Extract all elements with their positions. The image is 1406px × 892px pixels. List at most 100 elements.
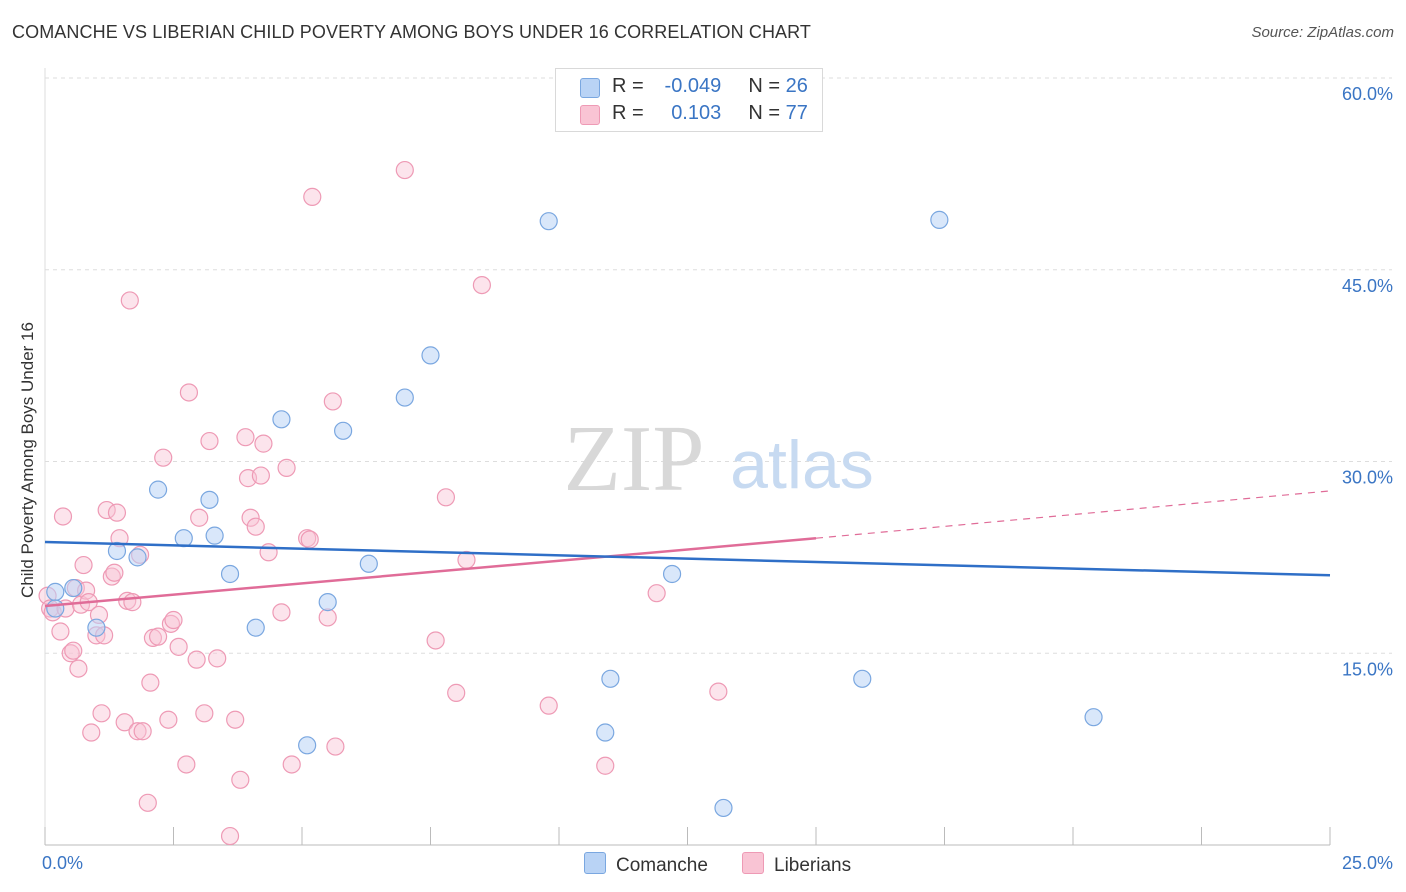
watermark-atlas: atlas (730, 427, 874, 503)
liberians-point (220, 826, 240, 846)
liberians-point (226, 710, 245, 729)
comanche-point (421, 346, 440, 365)
liberians-point (190, 508, 209, 527)
bottom-legend-liberians: Liberians (742, 852, 851, 877)
liberians-point (133, 722, 152, 741)
legend-n-label: N = (748, 75, 781, 97)
liberians-point (303, 187, 322, 206)
liberians-point (472, 275, 491, 295)
comanche-point (220, 564, 240, 584)
liberians-point (141, 673, 160, 692)
source-label: Source: ZipAtlas.com (1251, 24, 1394, 41)
liberians-point (51, 622, 70, 641)
liberians-point (300, 530, 319, 549)
liberians-point (426, 631, 445, 650)
liberians-point (107, 503, 127, 522)
comanche-point (107, 541, 127, 561)
liberians-swatch (580, 105, 600, 125)
comanche-point (174, 529, 193, 548)
legend-r-label: R = (612, 75, 644, 97)
comanche-point (662, 564, 682, 584)
comanche-point (853, 669, 872, 688)
liberians-point (208, 649, 227, 668)
liberians-point (169, 637, 188, 656)
bottom-legend-label: Liberians (774, 855, 852, 876)
comanche-point (359, 554, 378, 573)
liberians-point (254, 434, 273, 453)
comanche-point (46, 582, 65, 601)
comanche-point (601, 669, 620, 688)
y-tick-label: 15.0% (1342, 659, 1393, 679)
liberians-point (179, 383, 199, 402)
liberians-point (277, 458, 296, 477)
bottom-legend-label: Comanche (616, 855, 708, 876)
liberians-swatch (742, 852, 764, 874)
comanche-point (395, 388, 414, 407)
comanche-point (596, 723, 615, 742)
comanche-point (246, 618, 265, 637)
liberians-point (53, 507, 73, 526)
legend-n-value: 77 (785, 102, 808, 124)
watermark: ZIP atlas (564, 407, 874, 511)
liberians-point (326, 737, 345, 756)
liberians-point (82, 723, 101, 742)
axes (44, 68, 1331, 846)
liberians-point (251, 466, 270, 485)
liberians-point (177, 755, 196, 774)
comanche-points (46, 210, 1103, 818)
liberians-point (236, 428, 255, 447)
liberians-point (246, 517, 265, 536)
legend-r-label: R = (612, 102, 644, 124)
liberians-point (539, 696, 558, 715)
liberians-point (318, 608, 337, 627)
liberians-point (395, 160, 414, 180)
liberians-point (120, 291, 139, 310)
liberians-point (195, 704, 214, 723)
comanche-point (272, 410, 291, 429)
liberians-point (69, 659, 88, 678)
comanche-point (334, 421, 353, 440)
liberians-point (436, 488, 456, 507)
liberians-point (154, 448, 173, 467)
liberians-point (647, 584, 666, 603)
liberians-point (231, 770, 250, 789)
comanche-point (200, 490, 219, 509)
comanche-swatch (584, 852, 606, 874)
x-tick-label: 25.0% (1342, 853, 1393, 873)
liberians-point (148, 627, 168, 646)
liberians-point (447, 683, 466, 702)
y-tick-label: 45.0% (1342, 276, 1393, 296)
tick-labels: 15.0% 30.0% 45.0% 60.0% 0.0% 25.0% (42, 84, 1393, 873)
comanche-point (298, 736, 317, 755)
trend-lines (44, 490, 1331, 608)
comanche-point (205, 526, 224, 545)
liberians-point (259, 543, 278, 562)
liberians-trend-extension (815, 490, 1331, 539)
comanche-point (1084, 708, 1103, 727)
liberians-point (105, 563, 124, 582)
liberians-point (323, 392, 342, 411)
comanche-point (128, 548, 147, 567)
liberians-point (159, 710, 178, 729)
comanche-swatch (580, 78, 600, 98)
chart-title: COMANCHE VS LIBERIAN CHILD POVERTY AMONG… (12, 22, 812, 42)
comanche-point (318, 593, 337, 612)
comanche-point (539, 212, 558, 231)
grid-lines (45, 77, 1392, 654)
comanche-point (46, 599, 65, 618)
comanche-point (87, 618, 106, 637)
liberians-point (115, 713, 134, 732)
legend-n-value: 26 (785, 75, 808, 97)
liberians-point (596, 756, 615, 775)
liberians-point (138, 793, 157, 812)
comanche-point (148, 480, 168, 499)
liberians-point (282, 755, 301, 774)
liberians-point (200, 431, 219, 451)
liberians-point (64, 641, 83, 660)
correlation-legend: R = -0.049 N = 26 R = 0.103 N = 77 (555, 68, 823, 132)
liberians-point (61, 644, 80, 663)
liberians-point (187, 650, 206, 669)
watermark-zip: ZIP (564, 407, 705, 511)
comanche-point (64, 578, 83, 598)
